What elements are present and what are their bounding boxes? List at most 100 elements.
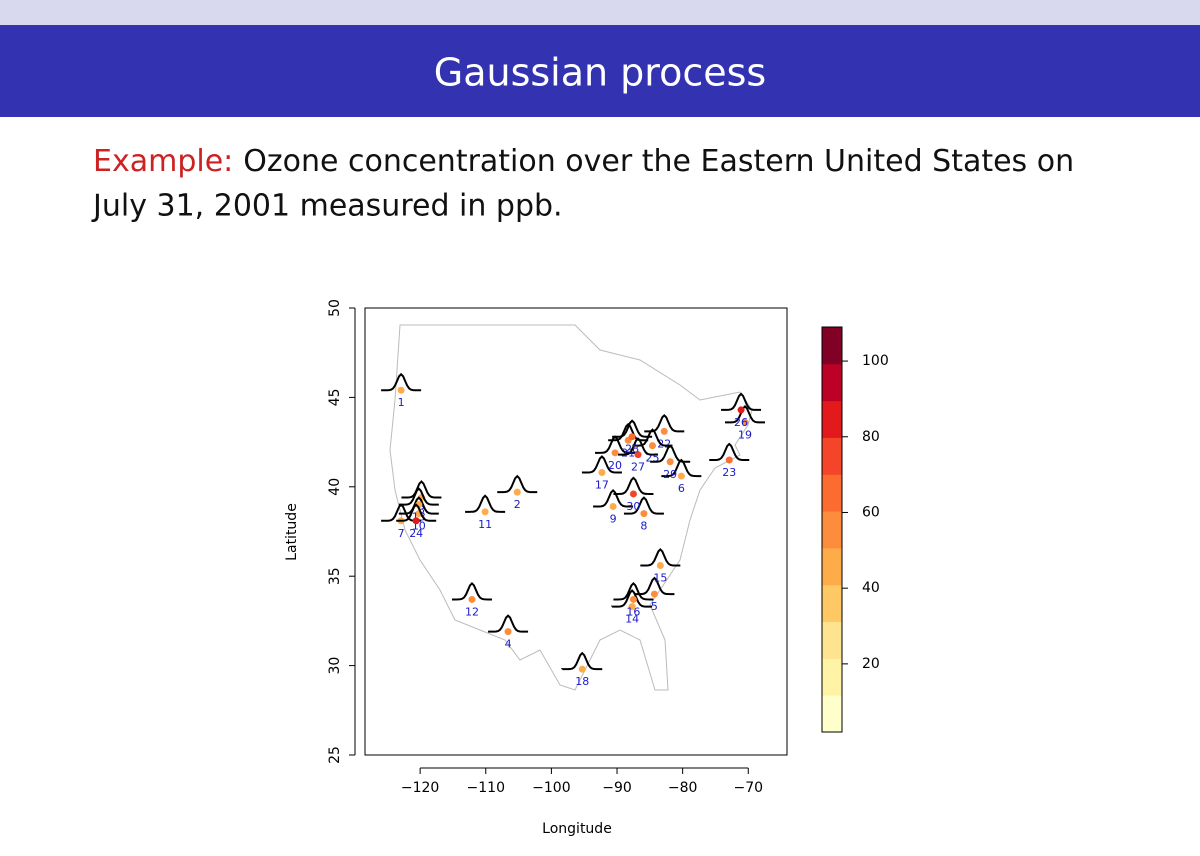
y-tick-label: 40 [327, 478, 343, 496]
station-point [629, 595, 637, 603]
station-label: 20 [608, 459, 622, 472]
body-text: Ozone concentration over the Eastern Uni… [243, 144, 1074, 179]
station-point [628, 433, 636, 441]
station-label: 24 [409, 527, 423, 540]
station-point [634, 451, 642, 459]
example-label: Example: [93, 144, 233, 179]
station-label: 12 [465, 605, 479, 618]
plot-frame [364, 307, 788, 756]
x-tick-label: −120 [401, 780, 439, 796]
density-curve [608, 422, 649, 442]
station-label: 23 [722, 466, 736, 479]
colorbar-tick-label: 20 [862, 656, 880, 672]
colorbar-bin [822, 621, 842, 659]
station-point [640, 510, 648, 518]
station-label: 19 [738, 428, 752, 441]
station-point [513, 488, 521, 496]
colorbar-frame [821, 326, 843, 733]
x-tick-label: −100 [532, 780, 570, 796]
density-curve [721, 392, 762, 411]
station-point [481, 508, 489, 516]
density-curve [724, 405, 765, 424]
density-curve [593, 489, 634, 508]
station-label: 8 [640, 520, 647, 533]
density-curve [632, 428, 673, 447]
station-label: 29 [663, 468, 677, 481]
colorbar-bin [822, 474, 842, 512]
density-curve [640, 548, 681, 567]
station-point [650, 590, 658, 598]
top-strip [0, 0, 1200, 25]
density-curve [709, 442, 750, 461]
x-tick-label: −70 [734, 780, 764, 796]
station-label: 9 [610, 512, 617, 525]
density-curve [401, 480, 442, 499]
x-tick-label: −90 [602, 780, 632, 796]
us-outline [389, 324, 753, 691]
station-label: 5 [651, 600, 658, 613]
density-curve [650, 444, 691, 463]
x-axis-label: Longitude [542, 821, 612, 837]
colorbar-bin [822, 547, 842, 586]
station-point [578, 665, 586, 673]
slide-title: Gaussian process [434, 51, 766, 95]
y-tick-label: 45 [327, 388, 343, 406]
density-curve [465, 494, 506, 513]
station-point [611, 449, 619, 457]
body-text: July 31, 2001 measured in ppb. [91, 189, 563, 224]
x-tick-label: −110 [467, 780, 505, 796]
y-tick-label: 25 [327, 746, 343, 764]
station-label: 15 [653, 571, 667, 584]
station-point [660, 427, 668, 435]
density-curve [618, 437, 659, 456]
colorbar-bin [822, 658, 842, 696]
title-bar [0, 25, 1200, 117]
y-tick-label: 50 [327, 299, 343, 317]
station-point [504, 628, 512, 636]
density-curve [381, 372, 422, 392]
colorbar-tick-label: 80 [862, 429, 880, 445]
colorbar-bin [822, 584, 842, 623]
density-curve [497, 474, 538, 494]
station-point [741, 418, 749, 426]
y-tick-label: 35 [327, 567, 343, 585]
density-curve [488, 614, 529, 633]
colorbar-bin [822, 363, 842, 402]
station-label: 27 [631, 461, 645, 474]
station-point [629, 490, 637, 498]
station-label: 30 [626, 500, 640, 513]
station-point [609, 502, 617, 510]
density-curve [396, 503, 437, 522]
station-label: 7 [398, 527, 405, 540]
y-axis-label: Latitude [284, 503, 300, 561]
density-curve [613, 476, 654, 495]
station-label: 3 [418, 504, 425, 517]
station-point [648, 442, 656, 450]
colorbar-bin [822, 327, 842, 365]
station-label: 11 [478, 518, 492, 531]
colorbar-tick-label: 40 [862, 580, 880, 596]
station-point [628, 603, 636, 611]
colorbar-tick-label: 60 [862, 504, 880, 520]
colorbar-bin [822, 437, 842, 475]
station-point [737, 406, 745, 414]
station-point [656, 561, 664, 569]
density-curve [398, 496, 439, 515]
density-curve [623, 496, 664, 515]
station-point [598, 468, 606, 476]
station-point [677, 472, 685, 480]
colorbar-bin [822, 511, 842, 549]
station-label: 28 [625, 443, 639, 456]
density-curve [562, 651, 603, 671]
body-line: Example: Ozone concentration over the Eas… [93, 144, 1074, 179]
density-curve [612, 419, 653, 438]
station-label: 18 [575, 675, 589, 688]
colorbar-tick-label: 100 [862, 353, 889, 369]
density-curve [661, 458, 702, 478]
station-label: 26 [734, 416, 748, 429]
station-point [468, 595, 476, 603]
density-curve [451, 582, 492, 601]
colorbar-bin [822, 400, 842, 438]
station-label: 1 [398, 396, 405, 409]
station-label: 16 [626, 605, 640, 618]
